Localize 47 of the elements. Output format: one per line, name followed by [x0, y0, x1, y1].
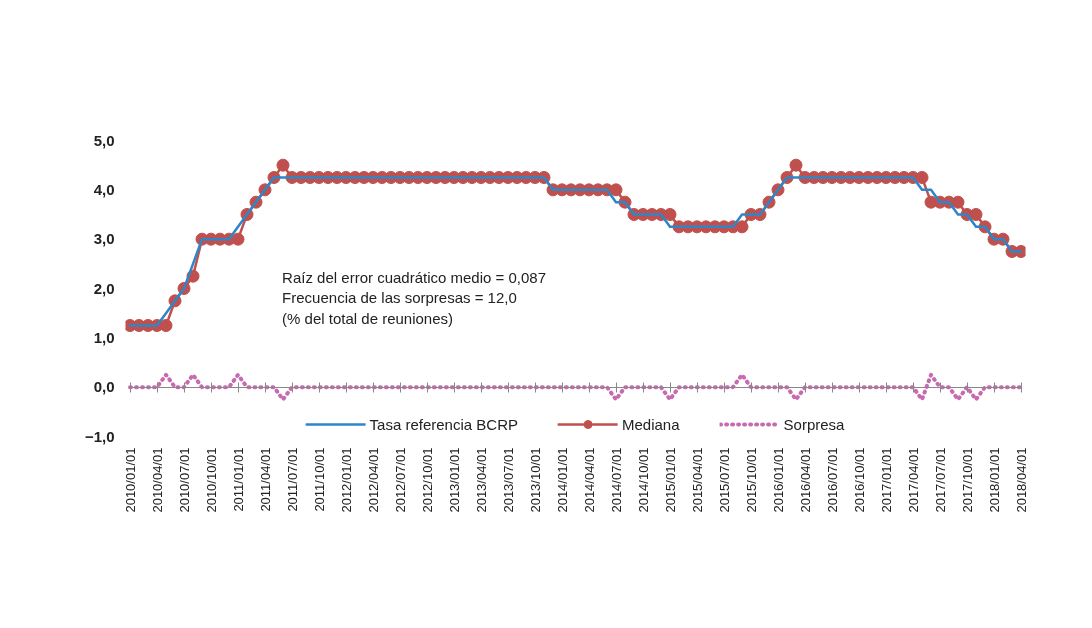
x-tick-label: 2016/04/01	[797, 447, 813, 513]
x-tick-label: 2018/04/01	[1013, 447, 1029, 513]
x-tick-label: 2012/07/01	[392, 447, 408, 513]
x-tick-label: 2010/04/01	[149, 447, 165, 513]
y-tick-label: 3,0	[93, 230, 115, 248]
x-tick-label: 2011/10/01	[311, 447, 327, 512]
x-tick-label: 2013/04/01	[473, 447, 489, 513]
annotation: Frecuencia de las sorpresas = 12,0	[282, 289, 517, 307]
x-tick-label: 2012/01/01	[338, 447, 354, 513]
x-tick-label: 2015/07/01	[716, 447, 732, 513]
x-tick-label: 2011/01/01	[230, 447, 246, 512]
y-tick-label: −1,0	[84, 427, 115, 445]
x-tick-label: 2017/10/01	[959, 447, 975, 513]
x-tick-label: 2014/01/01	[554, 447, 570, 513]
y-tick-label: 4,0	[93, 180, 115, 198]
x-tick-label: 2016/07/01	[824, 447, 840, 513]
x-tick-label: 2014/07/01	[608, 447, 624, 513]
x-tick-label: 2016/01/01	[770, 447, 786, 513]
x-tick-label: 2012/04/01	[365, 447, 381, 513]
x-tick-label: 2011/07/01	[284, 447, 300, 512]
x-tick-label: 2015/04/01	[689, 447, 705, 513]
x-tick-label: 2018/01/01	[986, 447, 1002, 513]
y-tick-label: 2,0	[93, 279, 115, 297]
x-tick-label: 2012/10/01	[419, 447, 435, 513]
annotation: Raíz del error cuadrático medio = 0,087	[282, 269, 547, 287]
y-tick-label: 1,0	[93, 328, 115, 346]
x-tick-label: 2014/10/01	[635, 447, 651, 513]
legend-label: Sorpresa	[783, 415, 845, 433]
x-tick-label: 2017/07/01	[932, 447, 948, 513]
x-tick-label: 2017/01/01	[878, 447, 894, 513]
x-tick-label: 2014/04/01	[581, 447, 597, 513]
y-tick-label: 0,0	[93, 378, 115, 396]
legend-label: Tasa referencia BCRP	[369, 415, 518, 433]
x-tick-label: 2017/04/01	[905, 447, 921, 513]
x-tick-label: 2010/01/01	[122, 447, 138, 513]
x-tick-label: 2016/10/01	[851, 447, 867, 513]
annotation: (% del total de reuniones)	[282, 309, 454, 327]
legend-label: Mediana	[621, 415, 680, 433]
x-tick-label: 2015/01/01	[662, 447, 678, 513]
x-tick-label: 2013/07/01	[500, 447, 516, 513]
x-tick-label: 2013/01/01	[446, 447, 462, 513]
y-tick-label: 5,0	[93, 131, 115, 149]
x-tick-label: 2015/10/01	[743, 447, 759, 513]
x-tick-label: 2011/04/01	[257, 447, 273, 512]
x-tick-label: 2013/10/01	[527, 447, 543, 513]
x-tick-label: 2010/07/01	[176, 447, 192, 513]
x-tick-label: 2010/10/01	[203, 447, 219, 513]
